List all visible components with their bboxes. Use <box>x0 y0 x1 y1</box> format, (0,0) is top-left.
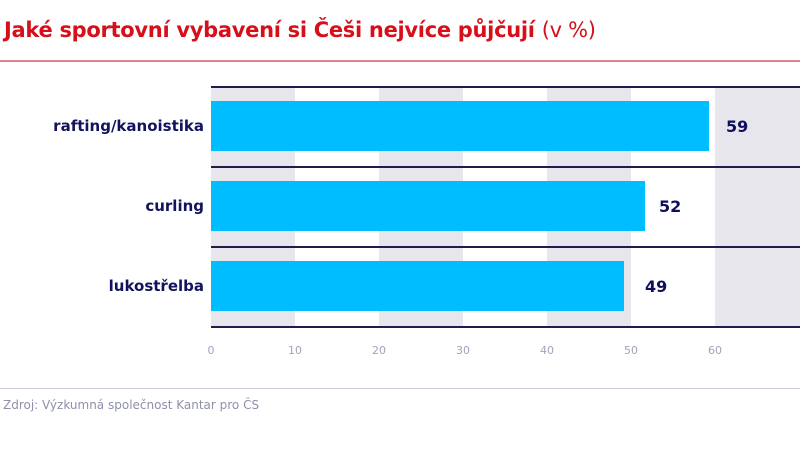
x-tick-0: 0 <box>207 344 215 357</box>
row-separator <box>211 326 800 328</box>
category-label-rafting-kanoistika: rafting/kanoistika <box>53 117 204 135</box>
chart-title-text: Jaké sportovní vybavení si Češi nejvíce … <box>4 18 535 42</box>
x-tick-40: 40 <box>540 344 554 357</box>
plot-area: 59 52 49 <box>211 86 800 328</box>
x-tick-30: 30 <box>456 344 470 357</box>
value-label-rafting-kanoistika: 59 <box>726 117 749 136</box>
x-tick-20: 20 <box>372 344 386 357</box>
bar-curling <box>211 181 645 231</box>
row-separator <box>211 246 800 248</box>
title-divider <box>0 60 800 62</box>
row-separator <box>211 166 800 168</box>
bar-lukostrelba <box>211 261 624 311</box>
x-tick-50: 50 <box>624 344 638 357</box>
category-label-lukostrelba: lukostřelba <box>108 277 204 295</box>
x-tick-10: 10 <box>288 344 302 357</box>
value-label-curling: 52 <box>659 197 682 216</box>
source-divider <box>0 388 800 389</box>
category-label-curling: curling <box>145 197 204 215</box>
grid-band-60-70 <box>715 86 800 327</box>
value-label-lukostrelba: 49 <box>645 277 668 296</box>
source-note: Zdroj: Výzkumná společnost Kantar pro ČS <box>3 398 260 412</box>
chart-title: Jaké sportovní vybavení si Češi nejvíce … <box>4 18 596 42</box>
x-tick-60: 60 <box>708 344 722 357</box>
chart-title-unit: (v %) <box>541 18 596 42</box>
bar-rafting-kanoistika <box>211 101 709 151</box>
row-separator <box>211 86 800 88</box>
